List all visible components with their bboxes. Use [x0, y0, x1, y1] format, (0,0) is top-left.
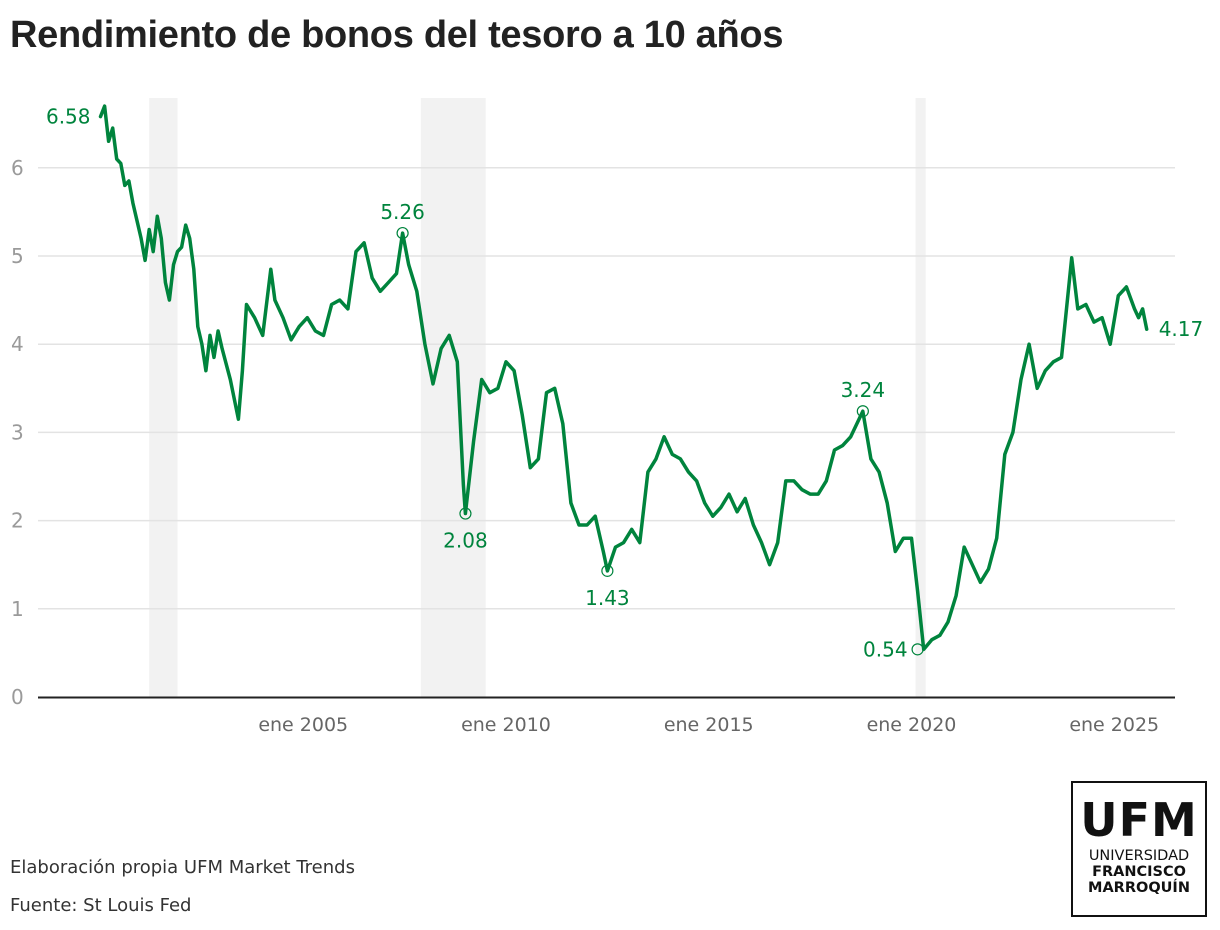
gridlines — [38, 167, 1175, 610]
annotation-label: 6.58 — [46, 105, 91, 129]
source-text: Fuente: St Louis Fed — [10, 895, 192, 916]
logo-line-2: FRANCISCO — [1092, 864, 1186, 880]
recession-bands — [149, 98, 926, 697]
annotations: 6.58 5.26 2.08 1.43 3.24 0.54 4.17 — [46, 105, 1203, 662]
annotation-label: 0.54 — [863, 637, 908, 661]
x-tick-label: ene 2010 — [461, 714, 551, 736]
y-tick-label: 4 — [11, 332, 24, 356]
x-tick-label: ene 2015 — [664, 714, 754, 736]
credit-text: Elaboración propia UFM Market Trends — [10, 857, 355, 878]
annotation-marker — [856, 405, 869, 418]
x-tick-label: ene 2025 — [1069, 714, 1159, 736]
annotation-label: 2.08 — [443, 529, 488, 553]
annotation-label: 1.43 — [585, 586, 630, 610]
recession-band — [915, 98, 926, 697]
ufm-logo: UFM UNIVERSIDAD FRANCISCO MARROQUÍN — [1071, 781, 1207, 917]
annotation-marker — [911, 643, 924, 656]
x-axis-ticks: ene 2005 ene 2010 ene 2015 ene 2020 ene 2025 — [258, 714, 1159, 736]
y-tick-label: 6 — [11, 156, 24, 180]
y-tick-label: 3 — [11, 420, 24, 444]
chart-title: Rendimiento de bonos del tesoro a 10 año… — [10, 14, 784, 56]
y-axis-ticks: 0 1 2 3 4 5 6 — [11, 156, 24, 709]
y-tick-label: 1 — [11, 597, 24, 621]
y-tick-label: 0 — [11, 685, 24, 709]
annotation-marker — [459, 507, 472, 520]
annotation-label: 3.24 — [841, 378, 886, 402]
logo-line-1: UNIVERSIDAD — [1088, 848, 1190, 864]
annotation-label: 5.26 — [380, 200, 425, 224]
y-tick-label: 5 — [11, 244, 24, 268]
annotation-marker — [601, 564, 614, 577]
recession-band — [149, 98, 178, 697]
annotation-marker — [396, 226, 409, 240]
series-line-10y-yield — [98, 104, 1149, 652]
logo-line-3: MARROQUÍN — [1088, 880, 1190, 896]
y-tick-label: 2 — [11, 509, 24, 533]
x-tick-label: ene 2020 — [867, 714, 957, 736]
yield-line-chart: 0 1 2 3 4 5 6 ene 2005 ene 2010 ene 2015 ene 2020… — [11, 98, 1203, 736]
logo-ufm: UFM — [1080, 793, 1198, 847]
x-tick-label: ene 2005 — [258, 714, 348, 736]
annotation-label: 4.17 — [1159, 317, 1204, 341]
recession-band — [420, 98, 486, 697]
